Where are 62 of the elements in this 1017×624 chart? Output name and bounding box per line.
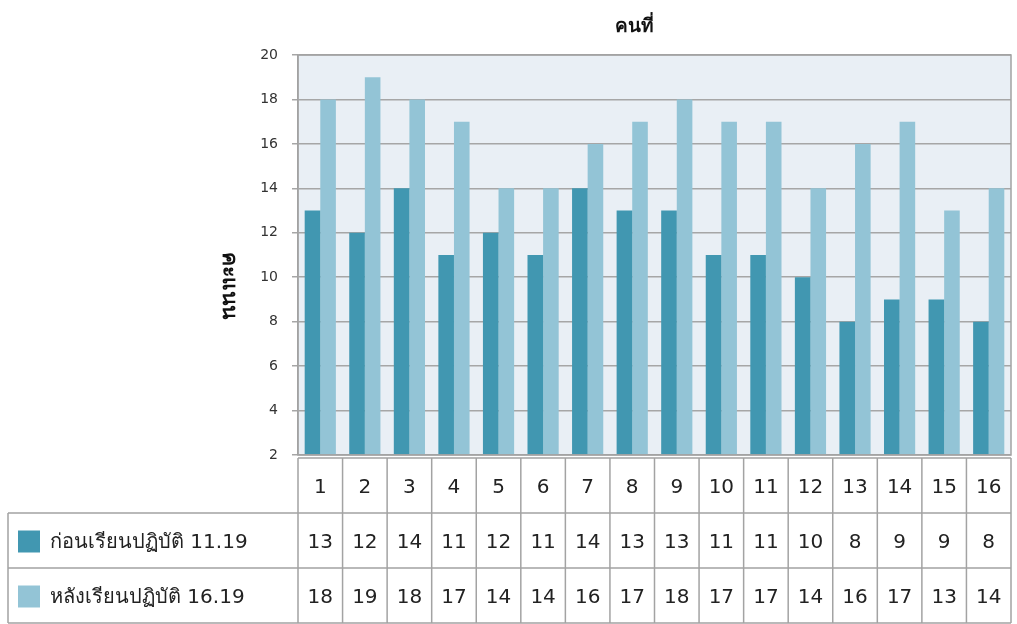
y-tick-label: 16 — [260, 134, 279, 151]
data-label: 14 — [574, 528, 601, 553]
y-tick-label: 10 — [260, 267, 278, 284]
y-tick-label: 2 — [269, 445, 278, 462]
data-label: 8 — [982, 528, 996, 553]
x-tick-label: 16 — [975, 473, 1002, 498]
y-tick-label: 6 — [269, 356, 279, 373]
x-tick-label: 13 — [842, 473, 868, 498]
y-tick-label: 14 — [260, 178, 279, 195]
data-label: 18 — [396, 583, 423, 608]
data-label: 11 — [441, 528, 467, 553]
x-tick-label: 2 — [358, 473, 372, 498]
x-tick-label: 10 — [708, 473, 735, 498]
data-label: 9 — [937, 528, 951, 553]
data-label: 17 — [753, 583, 779, 608]
data-label: 18 — [307, 583, 334, 608]
legend-label: หลังเรียนปฏิบัติ 16.19 — [50, 583, 245, 608]
data-label: 12 — [352, 528, 378, 553]
y-tick-label: 20 — [260, 45, 278, 62]
y-tick-label: 4 — [269, 401, 279, 418]
data-label: 14 — [396, 528, 423, 553]
x-tick-label: 4 — [447, 473, 461, 498]
data-label: 13 — [931, 583, 957, 608]
data-label: 17 — [619, 583, 645, 608]
data-label: 8 — [848, 528, 862, 553]
data-label: 16 — [574, 583, 601, 608]
x-tick-label: 1 — [313, 473, 327, 498]
data-label: 13 — [307, 528, 334, 553]
x-tick-label: 9 — [670, 473, 684, 498]
x-tick-label: 6 — [536, 473, 550, 498]
data-label: 19 — [352, 583, 378, 608]
x-tick-label: 14 — [886, 473, 913, 498]
data-label: 18 — [664, 583, 690, 608]
data-label: 14 — [975, 583, 1002, 608]
data-label: 13 — [664, 528, 690, 553]
y-tick-label: 8 — [269, 312, 278, 329]
y-tick-label: 18 — [260, 90, 278, 107]
data-label: 12 — [485, 528, 512, 553]
y-tick-label: 12 — [260, 223, 278, 240]
x-tick-label: 3 — [403, 473, 416, 498]
x-axis-title: คนที่ — [615, 11, 654, 36]
x-tick-label: 11 — [753, 473, 779, 498]
y-axis-title: คะแนน — [217, 251, 242, 320]
data-label: 11 — [530, 528, 556, 553]
data-label: 14 — [797, 583, 824, 608]
x-tick-label: 7 — [581, 473, 595, 498]
data-label: 17 — [886, 583, 913, 608]
data-label: 14 — [530, 583, 556, 608]
data-label: 17 — [441, 583, 467, 608]
x-tick-label: 12 — [797, 473, 824, 498]
x-tick-label: 15 — [931, 473, 957, 498]
data-label: 14 — [485, 583, 512, 608]
x-tick-label: 8 — [625, 473, 639, 498]
data-label: 13 — [619, 528, 645, 553]
x-tick-label: 5 — [492, 473, 505, 498]
data-label: 16 — [842, 583, 868, 608]
legend-label: ก่อนเรียนปฏิบัติ 11.19 — [50, 528, 248, 553]
data-label: 9 — [893, 528, 906, 553]
data-label: 11 — [708, 528, 735, 553]
data-label: 10 — [797, 528, 824, 553]
data-label: 17 — [708, 583, 735, 608]
data-label: 11 — [753, 528, 779, 553]
